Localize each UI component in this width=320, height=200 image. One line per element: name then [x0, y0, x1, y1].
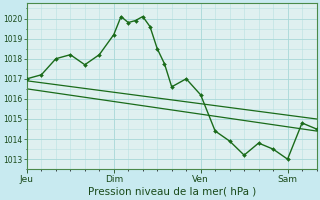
X-axis label: Pression niveau de la mer( hPa ): Pression niveau de la mer( hPa ) — [88, 187, 256, 197]
